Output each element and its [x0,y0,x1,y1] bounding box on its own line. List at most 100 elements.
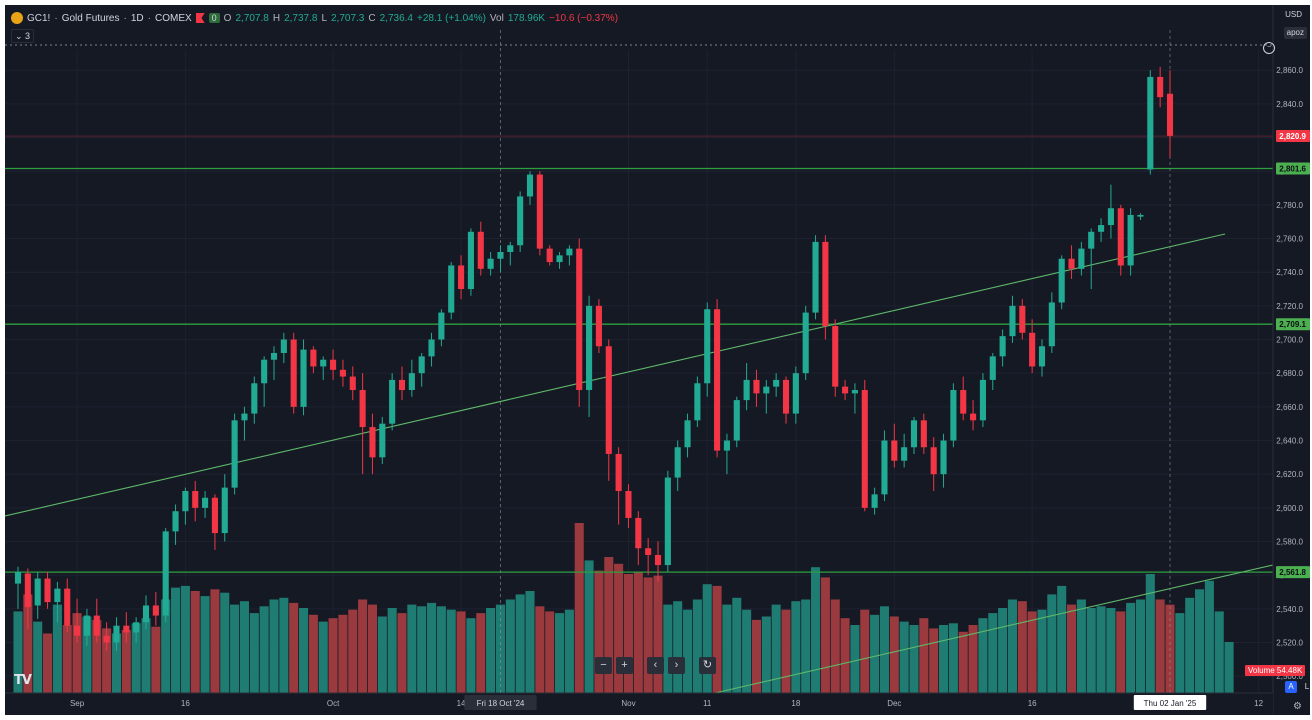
volume-bar [102,628,112,693]
volume-bar [555,613,565,693]
time-tick-label: Sep [70,699,85,708]
volume-bar [239,601,249,693]
candle-body [211,497,218,534]
candle-body [802,312,809,374]
candle-body [24,573,31,608]
volume-bar [948,623,958,693]
auto-scale-button[interactable]: A [1285,681,1297,693]
volume-bar [13,611,23,693]
close-value: 2,736.4 [379,12,413,24]
volume-bar [62,625,72,693]
candle-body [556,255,563,263]
log-scale-button[interactable]: L [1304,682,1310,691]
last-price-tag [1276,130,1310,143]
candle-body [664,477,671,566]
indicators-collapse-button[interactable]: ⌄ 3 [11,29,35,43]
candle-body [113,625,120,643]
horizontal-levels [5,44,1273,573]
vol-value: 178.96K [507,12,546,24]
volume-bar [791,601,801,693]
trend-line-volume [714,564,1274,694]
volume-bar [594,570,604,693]
symbol[interactable]: GC1! [27,12,51,24]
candle-body [389,379,396,424]
volume-bar [249,613,259,693]
volume-bar [220,592,230,693]
zoom-in-button[interactable]: + [616,657,633,674]
volume-bar [328,618,338,693]
candle-body [1157,76,1164,98]
candle-body [369,427,376,458]
volume-bar [1155,599,1165,693]
volume-bar [811,567,821,693]
volume-bar [633,572,643,693]
volume-bar [722,604,732,693]
candle-body [566,248,573,256]
volume-bar [860,609,870,693]
volume-bar [1076,599,1086,693]
volume-bar [377,616,387,693]
volume-bar [1047,594,1057,693]
currency-select[interactable]: USD [1285,10,1302,19]
volume-bar [1057,585,1067,693]
zoom-out-button[interactable]: − [595,657,612,674]
volume-bar [623,574,633,693]
unit-select[interactable]: apoz [1283,27,1307,39]
price-chart[interactable]: 2,500.02,520.02,540.02,560.02,580.02,600… [5,5,1310,715]
chart-window[interactable]: 2,500.02,520.02,540.02,560.02,580.02,600… [5,5,1310,715]
price-tick-label: 2,600.0 [1276,504,1303,513]
volume-bar [958,631,968,693]
volume-bars [13,523,1234,693]
volume-bar [1106,608,1116,693]
time-tick-label: 14 [457,699,466,708]
candle-body [497,251,504,259]
candle-body [822,241,829,327]
candle-body [64,588,71,626]
candle-body [901,447,908,461]
scroll-to-realtime-icon[interactable]: − [1263,42,1275,54]
candle-body [723,440,730,451]
trend-lines [5,233,1274,694]
candle-body [881,440,888,495]
candle-body [743,379,750,401]
candle-body [458,265,465,290]
volume-bar [308,614,318,693]
tradingview-logo[interactable]: TV [14,673,32,688]
reset-chart-button[interactable]: ↻ [699,657,716,674]
volume-bar [584,560,594,693]
volume-bar [1086,608,1096,693]
volume-bar [476,613,486,693]
volume-bar [367,604,377,693]
candle-body [812,241,819,313]
volume-bar [318,621,328,693]
volume-bar [505,599,515,693]
volume-bar [919,618,929,693]
volume-bar [870,614,880,693]
price-tick-label: 2,700.0 [1276,336,1303,345]
scroll-left-button[interactable]: ‹ [647,657,664,674]
candle-body [714,309,721,451]
volume-bar [929,628,939,693]
candle-body [34,578,41,606]
volume-bar [801,599,811,693]
exchange: COMEX [154,12,192,24]
candle-body [782,379,790,414]
candle-body [832,326,839,387]
volume-bar [387,608,397,693]
volume-bar [732,597,742,693]
level-price-text: 2,709.1 [1279,320,1306,329]
volume-bar [663,604,673,693]
volume-bar [998,608,1008,693]
volume-bar [1195,589,1205,693]
candle-body [940,440,947,475]
interval[interactable]: 1D [130,12,144,24]
settings-gear-icon[interactable]: ⚙ [1293,701,1302,712]
volume-bar [33,621,43,693]
flag-icon[interactable] [195,13,205,23]
time-tick-label: Nov [621,699,635,708]
scroll-right-button[interactable]: › [668,657,685,674]
candle-body [202,497,209,508]
volume-bar [279,597,289,693]
close-label: C [368,12,376,24]
candle-body [231,420,238,488]
